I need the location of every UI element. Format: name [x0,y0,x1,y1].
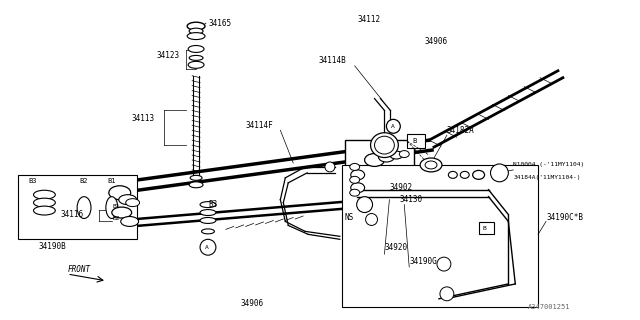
Text: B: B [412,138,417,144]
Text: 34182A: 34182A [447,126,475,135]
Ellipse shape [202,229,214,234]
Ellipse shape [378,152,394,162]
Ellipse shape [200,202,216,208]
Text: 34130: 34130 [399,195,422,204]
Bar [18,175,136,239]
Text: 34902: 34902 [389,183,413,192]
Text: B3: B3 [208,200,217,209]
Text: A: A [205,245,208,250]
Ellipse shape [200,210,216,215]
Text: N10004 (-'11MY1104): N10004 (-'11MY1104) [513,163,584,167]
Ellipse shape [349,189,360,196]
Ellipse shape [121,217,139,227]
Text: A347001251: A347001251 [528,304,571,310]
Ellipse shape [449,172,458,178]
Text: 34114F: 34114F [246,121,273,130]
Ellipse shape [33,190,55,199]
Circle shape [490,164,508,182]
Circle shape [387,119,400,133]
Ellipse shape [399,151,409,157]
Ellipse shape [189,182,203,188]
Ellipse shape [420,158,442,172]
Ellipse shape [33,206,55,215]
Text: 34920: 34920 [385,243,408,252]
Ellipse shape [77,197,91,219]
Circle shape [437,257,451,271]
Ellipse shape [119,195,136,204]
Text: B1: B1 [108,178,116,184]
Ellipse shape [112,207,132,218]
Ellipse shape [33,198,55,207]
Bar [479,222,495,234]
Ellipse shape [351,170,365,180]
Circle shape [440,287,454,301]
Text: 34123: 34123 [156,52,180,60]
Text: B3: B3 [28,178,36,184]
Text: FRONT: FRONT [67,265,90,274]
Text: B2: B2 [80,178,88,184]
Bar [342,165,538,307]
Text: NS: NS [345,213,354,222]
Ellipse shape [190,175,202,180]
Ellipse shape [200,218,216,223]
Text: B: B [483,226,486,231]
Ellipse shape [351,183,365,193]
Bar [407,134,425,148]
Circle shape [356,197,372,212]
Ellipse shape [390,151,403,159]
Text: 34113: 34113 [132,114,155,123]
Ellipse shape [189,55,203,60]
Ellipse shape [371,133,398,157]
Ellipse shape [473,171,484,179]
Text: 34116: 34116 [60,210,83,219]
Ellipse shape [460,172,469,178]
Ellipse shape [349,176,360,183]
Ellipse shape [189,28,203,34]
Ellipse shape [109,186,131,200]
Text: 34190G: 34190G [409,257,437,266]
Text: 34190B: 34190B [38,242,66,251]
Text: 34112: 34112 [358,15,381,24]
Ellipse shape [374,136,394,154]
Ellipse shape [125,199,140,207]
Bar [345,140,414,200]
Ellipse shape [349,164,360,171]
Circle shape [200,239,216,255]
Ellipse shape [106,197,118,219]
Text: 34190C*B: 34190C*B [546,213,583,222]
Ellipse shape [425,161,437,169]
Circle shape [325,162,335,172]
Text: 34184A('11MY1104-): 34184A('11MY1104-) [513,175,581,180]
Circle shape [365,213,378,225]
Text: 34906: 34906 [424,36,447,45]
Text: 34114B: 34114B [318,56,346,65]
Ellipse shape [188,61,204,68]
Ellipse shape [187,22,205,30]
Text: 34165: 34165 [209,19,232,28]
Ellipse shape [188,45,204,52]
Ellipse shape [365,154,385,166]
Text: B1: B1 [113,204,120,209]
Text: B2: B2 [113,216,120,221]
Text: 34906: 34906 [241,299,264,308]
Text: A: A [391,124,395,129]
Ellipse shape [187,33,205,40]
